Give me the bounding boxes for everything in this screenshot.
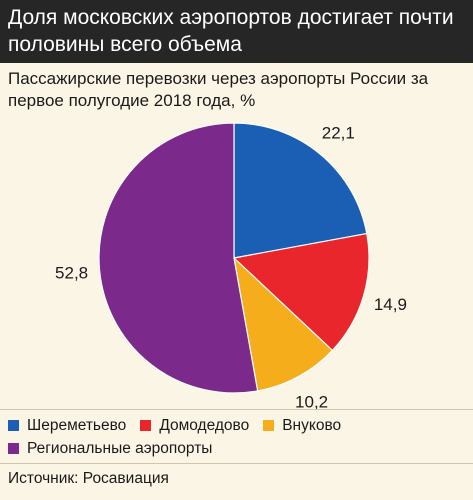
legend-swatch	[140, 420, 152, 431]
legend-item-regional: Региональные аэропорты	[8, 438, 212, 459]
legend-swatch	[8, 443, 19, 454]
legend-swatch	[263, 420, 275, 431]
legend-label: Региональные аэропорты	[27, 440, 213, 457]
chart-header: Доля московских аэропортов достигает поч…	[0, 0, 473, 63]
pie-slice-1	[232, 232, 370, 352]
pie-label-1: 14,9	[374, 295, 407, 314]
pie-label-0: 22,1	[322, 124, 355, 143]
header-title: Доля московских аэропортов достигает поч…	[8, 6, 454, 56]
legend-item-sheremetyevo: Шереметьево	[8, 415, 126, 436]
pie-slice-3	[98, 122, 259, 394]
legend-row-1: Шереметьево Домодедово Внуково	[8, 415, 468, 436]
pie-labels: 22,1 14,9 10,2 52,8	[55, 124, 407, 412]
legend-item-domodedovo: Домодедово	[140, 415, 249, 436]
legend-label: Домодедово	[159, 417, 250, 434]
legend-divider-top	[0, 409, 473, 410]
legend-row-2: Региональные аэропорты	[8, 438, 468, 459]
pie-label-2: 10,2	[295, 392, 328, 411]
source-note: Источник: Росавиация	[8, 470, 169, 487]
chart-title: Пассажирские перевозки через аэропорты Р…	[8, 69, 429, 110]
pie-slice-2	[233, 256, 334, 392]
legend-label: Внуково	[282, 417, 342, 434]
legend-item-vnukovo: Внуково	[263, 415, 341, 436]
legend-swatch	[8, 420, 19, 431]
pie-slice-0	[233, 122, 368, 259]
legend-label: Шереметьево	[27, 417, 127, 434]
pie-label-3: 52,8	[55, 263, 88, 282]
pie-slices	[98, 122, 370, 394]
legend: Шереметьево Домодедово Внуково Региональ…	[8, 415, 468, 461]
legend-divider-bottom	[0, 463, 473, 464]
